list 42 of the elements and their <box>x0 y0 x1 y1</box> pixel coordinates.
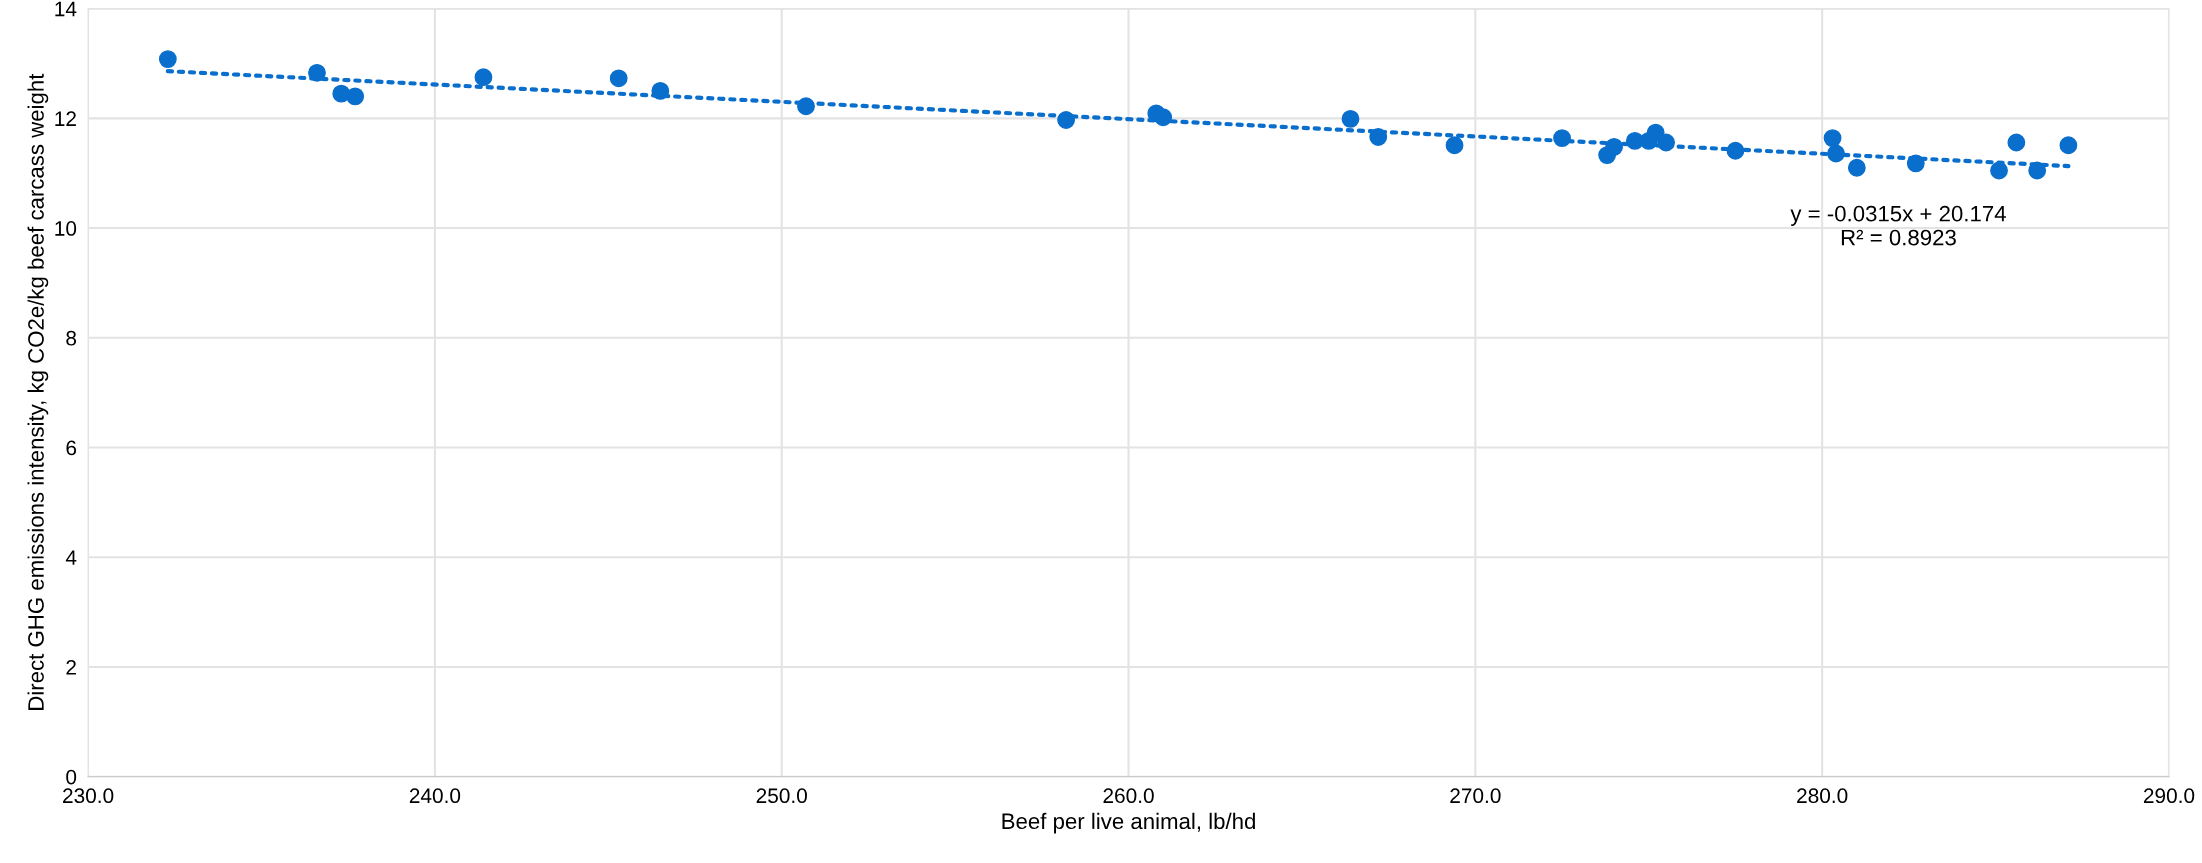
point <box>1906 154 1925 173</box>
point <box>1341 109 1360 128</box>
point <box>2028 161 2047 180</box>
y-tick-label: 12 <box>55 111 76 126</box>
point <box>1990 161 2008 180</box>
x-tick-label: 290.0 <box>2143 788 2195 804</box>
point <box>651 82 670 100</box>
point <box>1657 133 1675 152</box>
y-tick-label: 0 <box>66 769 77 785</box>
point <box>1823 129 1842 148</box>
x-tick-label: 260.0 <box>1103 788 1154 804</box>
y-axis-title: Direct GHG emissions intensity, kg CO2e/kg beef carcass weight <box>27 73 49 710</box>
x-tick-label: 230.0 <box>63 788 114 804</box>
x-axis-title: Beef per live animal, lb/hd <box>1002 812 1255 834</box>
point <box>1057 111 1076 129</box>
point <box>1827 144 1845 163</box>
point <box>1726 141 1745 160</box>
point <box>1445 136 1464 155</box>
y-tick-label: 14 <box>55 1 77 17</box>
point <box>346 87 365 106</box>
y-tick-label: 6 <box>66 440 77 456</box>
point <box>2059 136 2078 155</box>
point <box>474 68 493 87</box>
point <box>609 69 628 88</box>
y-tick-label: 4 <box>65 550 77 565</box>
x-tick-label: 280.0 <box>1797 788 1848 804</box>
y-tick-label: 10 <box>55 221 77 236</box>
point <box>2007 133 2026 152</box>
x-tick-label: 240.0 <box>409 788 461 804</box>
point <box>1369 128 1388 146</box>
point <box>797 97 815 116</box>
y-tick-label: 2 <box>66 659 76 675</box>
annotation: y = -0.0315x + 20.174 R² = 0.8923 <box>1790 205 2006 246</box>
point <box>1605 137 1623 156</box>
y-tick-label: 8 <box>66 330 77 346</box>
point <box>158 50 177 69</box>
point <box>1847 158 1866 177</box>
x-tick-label: 270.0 <box>1450 788 1501 804</box>
point <box>1553 129 1571 148</box>
point <box>1154 108 1173 127</box>
point <box>308 63 326 82</box>
x-tick-label: 250.0 <box>756 788 807 804</box>
